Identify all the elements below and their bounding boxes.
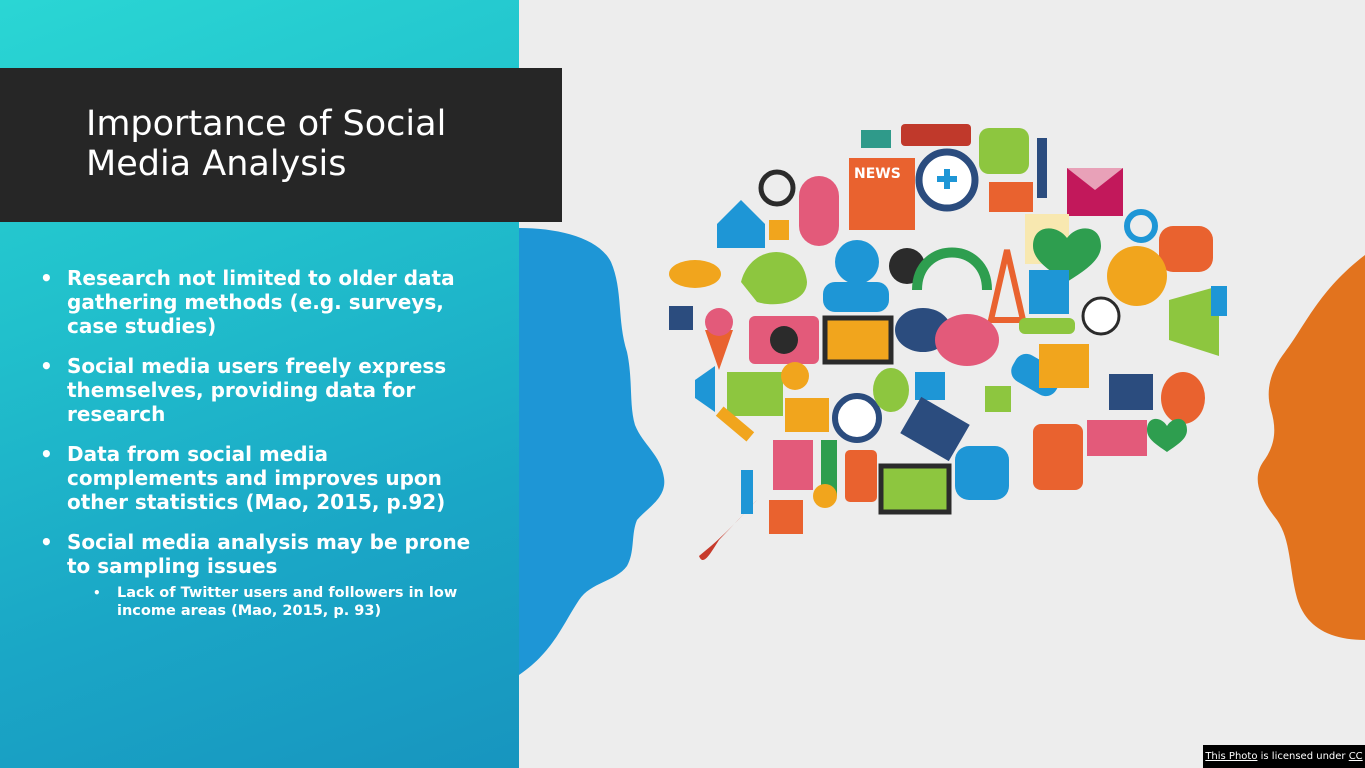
- puzzle-icon: [769, 500, 803, 534]
- soccer-ball-icon: [1081, 296, 1121, 336]
- gift-icon: [985, 386, 1011, 412]
- bird-icon: [741, 252, 807, 305]
- 3d-glasses-icon: [901, 124, 971, 146]
- thumbs-up-icon: [955, 446, 1009, 500]
- photo-link[interactable]: This Photo: [1205, 751, 1258, 762]
- speaker-icon: [695, 366, 715, 412]
- clock-icon: [832, 393, 882, 443]
- sub-bullet-list: Lack of Twitter users and followers in l…: [67, 584, 480, 620]
- no-sign-icon: [758, 169, 796, 207]
- sub-bullet-item: Lack of Twitter users and followers in l…: [93, 584, 480, 620]
- joystick-icon: [741, 470, 753, 514]
- mouse-icon: [1161, 372, 1205, 424]
- lightbulb-icon: [873, 368, 909, 412]
- keyboard-icon: [1087, 420, 1147, 456]
- ticket-icon: [861, 130, 891, 148]
- icon-cluster: NEWS: [669, 124, 1227, 534]
- bullet-item: Data from social media complements and i…: [40, 442, 480, 514]
- right-head-silhouette: [1257, 255, 1365, 640]
- globe-icon: [1107, 246, 1167, 306]
- lock-icon: [769, 220, 789, 240]
- megaphone-icon: [1169, 286, 1219, 356]
- printer-icon: [727, 372, 783, 416]
- slide-title: Importance of Social Media Analysis: [86, 104, 447, 184]
- small-heart-icon: [1147, 418, 1187, 452]
- tower-icon: [987, 249, 1027, 323]
- wifi-icon: [781, 362, 809, 390]
- envelope-icon: [1067, 168, 1123, 216]
- film-icon: [785, 398, 829, 432]
- credit-text: is licensed under: [1257, 751, 1349, 762]
- news-icon: [849, 158, 915, 230]
- router-icon: [1019, 318, 1075, 334]
- mug-icon: [915, 372, 945, 400]
- picture-icon: [669, 306, 693, 330]
- bullet-text: Social media analysis may be prone to sa…: [67, 530, 471, 578]
- headphones-icon: [912, 247, 992, 291]
- bullet-list: Research not limited to older data gathe…: [40, 266, 480, 636]
- piano-icon: [900, 396, 970, 462]
- address-book-icon: [773, 440, 813, 490]
- news-label: NEWS: [854, 166, 901, 182]
- satellite-dish-icon: [669, 260, 721, 288]
- chain-icon: [1124, 209, 1158, 243]
- love-message-icon: [935, 314, 999, 366]
- microphone-icon: [799, 176, 839, 246]
- fork-icon: [1037, 138, 1047, 198]
- photo-credit: This Photo is licensed under CC: [1203, 745, 1365, 768]
- car-icon: [979, 128, 1029, 174]
- heart-icon: [1033, 228, 1101, 282]
- home-icon: [717, 200, 765, 248]
- bottle-icon: [821, 440, 837, 496]
- tv-icon: [1109, 374, 1153, 410]
- calendar-icon: [1039, 344, 1089, 388]
- pen-icon: [715, 406, 755, 442]
- bullet-item: Research not limited to older data gathe…: [40, 266, 480, 338]
- speech-bubble-illustration: NEWS: [519, 124, 1365, 675]
- laptop-icon: [822, 315, 894, 365]
- tshirt-icon: [1029, 270, 1069, 314]
- house-app-icon: [1033, 424, 1083, 490]
- ice-cream-icon: [705, 330, 733, 370]
- left-head-silhouette: [519, 228, 665, 675]
- gamepad-icon: [1159, 226, 1213, 272]
- location-pin-icon: [813, 484, 837, 508]
- monitor-icon: [989, 182, 1033, 212]
- tablet-icon: [878, 463, 952, 515]
- bullet-item-with-sub: Social media analysis may be prone to sa…: [40, 530, 480, 620]
- bookmark-icon: [1211, 286, 1227, 316]
- user-icon: [835, 240, 879, 284]
- title-box: [0, 68, 562, 222]
- license-link[interactable]: CC: [1348, 751, 1363, 762]
- smartphone-icon: [845, 450, 877, 502]
- bullet-item: Social media users freely express themse…: [40, 354, 480, 426]
